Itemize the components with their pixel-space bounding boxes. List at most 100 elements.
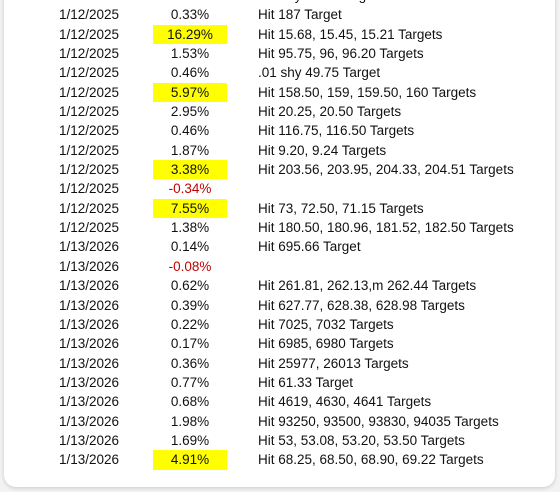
percent-cell: 2.95%	[170, 104, 210, 120]
table-row: 1/13/2026 0.68% Hit 4619, 4630, 4641 Targe…	[4, 392, 555, 411]
note-cell: Hit 187 Target	[258, 7, 342, 23]
table-row: 1/13/2026 0.62% Hit 261.81, 262.13,m 262.4…	[4, 276, 555, 295]
note-cell: Hit 116.75, 116.50 Targets	[258, 123, 415, 139]
percent-cell: 0.22%	[170, 316, 210, 332]
date-cell: 1/12/2025	[58, 7, 119, 23]
note-cell: Hit 158.50, 159, 159.50, 160 Targets	[258, 84, 477, 100]
table-row: 1/12/2025 1.87% Hit 9.20, 9.24 Targets	[4, 141, 555, 160]
percent-cell: 1.69%	[170, 432, 210, 448]
date-cell: 1/12/2025	[58, 26, 119, 42]
date-cell: 1/12/2025	[58, 200, 119, 216]
percent-cell: 1.38%	[170, 220, 210, 236]
table-row: 1/12/2025 0.42% .05 shy 45.50 target	[4, 0, 555, 5]
percent-cell: -0.08%	[168, 258, 212, 274]
note-cell: Hit 68.25, 68.50, 68.90, 69.22 Targets	[258, 452, 484, 468]
table-row: 1/12/2025 3.38% Hit 203.56, 203.95, 204.33…	[4, 160, 555, 180]
table-row: 1/13/2026 1.98% Hit 93250, 93500, 93830, 9…	[4, 412, 555, 431]
date-cell: 1/12/2025	[58, 65, 119, 81]
date-cell: 1/13/2026	[58, 452, 119, 468]
date-cell: 1/12/2025	[58, 46, 119, 62]
percent-cell: 0.14%	[170, 239, 210, 255]
note-cell: Hit 20.25, 20.50 Targets	[258, 104, 402, 120]
table-row: 1/12/2025 0.33% Hit 187 Target	[4, 5, 555, 24]
date-cell: 1/12/2025	[58, 84, 119, 100]
date-cell: 1/12/2025	[58, 123, 119, 139]
table-row: 1/12/2025 2.95% Hit 20.25, 20.50 Targets	[4, 102, 555, 121]
note-cell: Hit 9.20, 9.24 Targets	[258, 142, 387, 158]
date-cell: 1/13/2026	[58, 278, 119, 294]
table-row: 1/13/2026 0.77% Hit 61.33 Target	[4, 373, 555, 392]
percent-cell: 0.33%	[170, 7, 210, 23]
percent-cell: 0.62%	[170, 278, 210, 294]
note-cell: Hit 203.56, 203.95, 204.33, 204.51 Targe…	[258, 162, 514, 178]
percent-cell: -0.34%	[168, 181, 212, 197]
note-cell: .01 shy 49.75 Target	[258, 65, 381, 81]
table-row: 1/12/2025 1.53% Hit 95.75, 96, 96.20 Targe…	[4, 44, 555, 63]
percent-cell: 0.68%	[170, 394, 210, 410]
percent-cell: 3.38%	[153, 160, 227, 180]
date-cell: 1/13/2026	[58, 316, 119, 332]
percent-cell: 1.87%	[170, 142, 210, 158]
note-cell: Hit 15.68, 15.45, 15.21 Targets	[258, 26, 443, 42]
date-cell: 1/12/2025	[58, 220, 119, 236]
date-cell: 1/12/2025	[58, 162, 119, 178]
date-cell: 1/13/2026	[58, 432, 119, 448]
note-cell: .05 shy 45.50 target	[258, 0, 377, 5]
percent-cell: 0.39%	[170, 297, 210, 313]
note-cell: Hit 53, 53.08, 53.20, 53.50 Targets	[258, 432, 465, 448]
date-cell: 1/13/2026	[58, 297, 119, 313]
percent-cell: 16.29%	[153, 24, 227, 45]
note-cell: Hit 4619, 4630, 4641 Targets	[258, 394, 432, 410]
date-cell: 1/13/2026	[58, 239, 119, 255]
date-cell: 1/13/2026	[58, 355, 119, 371]
table-row: 1/12/2025 -0.34%	[4, 179, 555, 198]
table-row: 1/13/2026 0.22% Hit 7025, 7032 Targets	[4, 315, 555, 334]
table-row: 1/12/2025 5.97% Hit 158.50, 159, 159.50, 1…	[4, 82, 555, 103]
table-row: 1/13/2026 4.91% Hit 68.25, 68.50, 68.90, 6…	[4, 450, 555, 470]
percent-cell: 0.17%	[170, 336, 210, 352]
percent-cell: 0.42%	[153, 0, 227, 5]
note-cell: Hit 61.33 Target	[258, 374, 354, 390]
note-cell: Hit 6985, 6980 Targets	[258, 336, 394, 352]
note-cell: Hit 7025, 7032 Targets	[258, 316, 394, 332]
table-row: 1/12/2025 0.46% Hit 116.75, 116.50 Targets	[4, 121, 555, 140]
note-cell: Hit 695.66 Target	[258, 239, 361, 255]
table-row: 1/12/2025 16.29% Hit 15.68, 15.45, 15.21 T…	[4, 24, 555, 45]
date-cell: 1/12/2025	[58, 142, 119, 158]
note-cell: Hit 627.77, 628.38, 628.98 Targets	[258, 297, 465, 313]
percent-cell: 0.46%	[170, 65, 210, 81]
note-cell: Hit 73, 72.50, 71.15 Targets	[258, 200, 424, 216]
table-row: 1/12/2025 7.55% Hit 73, 72.50, 71.15 Targe…	[4, 198, 555, 219]
table-row: 1/13/2026 0.36% Hit 25977, 26013 Targets	[4, 354, 555, 373]
table-row: 1/12/2025 1.38% Hit 180.50, 180.96, 181.52…	[4, 218, 555, 237]
note-cell: Hit 180.50, 180.96, 181.52, 182.50 Targe…	[258, 220, 514, 236]
date-cell: 1/13/2026	[58, 336, 119, 352]
percent-cell: 7.55%	[153, 198, 227, 219]
date-cell: 1/12/2025	[4, 0, 119, 5]
percent-cell: 1.98%	[170, 413, 210, 429]
note-cell: Hit 93250, 93500, 93830, 94035 Targets	[258, 413, 499, 429]
percent-cell: 5.97%	[153, 82, 227, 103]
note-cell: Hit 25977, 26013 Targets	[258, 355, 409, 371]
date-cell: 1/13/2026	[58, 258, 119, 274]
table-row: 1/12/2025 0.46% .01 shy 49.75 Target	[4, 63, 555, 82]
table-row: 1/13/2026 1.69% Hit 53, 53.08, 53.20, 53.5…	[4, 431, 555, 450]
table-row: 1/13/2026 0.39% Hit 627.77, 628.38, 628.98…	[4, 296, 555, 315]
table-row: 1/13/2026 -0.08%	[4, 257, 555, 276]
table-row: 1/13/2026 0.14% Hit 695.66 Target	[4, 237, 555, 256]
date-cell: 1/13/2026	[58, 413, 119, 429]
table-row: 1/13/2026 0.17% Hit 6985, 6980 Targets	[4, 334, 555, 353]
note-cell: Hit 95.75, 96, 96.20 Targets	[258, 46, 424, 62]
percent-cell: 0.77%	[170, 374, 210, 390]
percent-cell: 1.53%	[170, 46, 210, 62]
percent-cell: 0.36%	[170, 355, 210, 371]
date-cell: 1/12/2025	[58, 104, 119, 120]
date-cell: 1/13/2026	[58, 374, 119, 390]
percent-cell: 4.91%	[153, 450, 227, 470]
percent-cell: 0.46%	[170, 123, 210, 139]
date-cell: 1/12/2025	[58, 181, 119, 197]
note-cell: Hit 261.81, 262.13,m 262.44 Targets	[258, 278, 477, 294]
date-cell: 1/13/2026	[58, 394, 119, 410]
